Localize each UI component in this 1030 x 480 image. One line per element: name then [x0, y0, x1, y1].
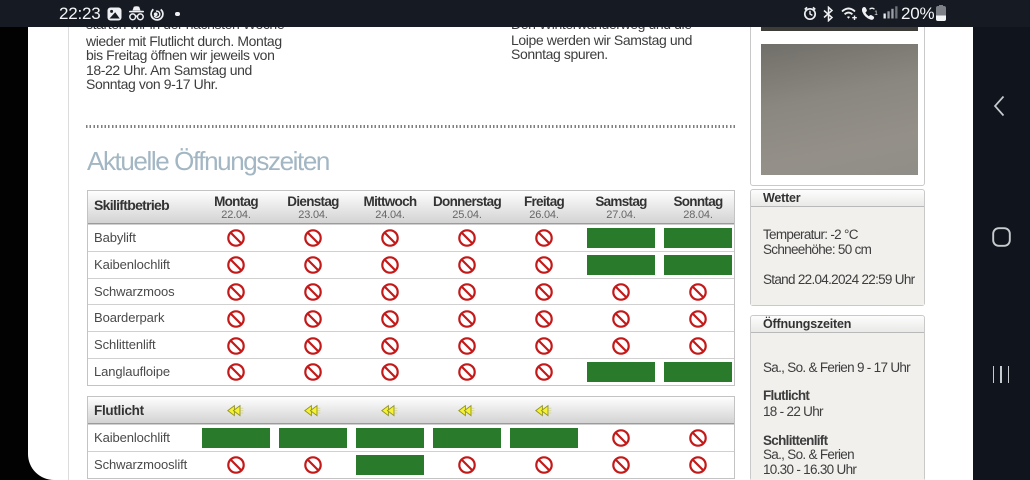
svg-text:1: 1	[874, 10, 878, 17]
